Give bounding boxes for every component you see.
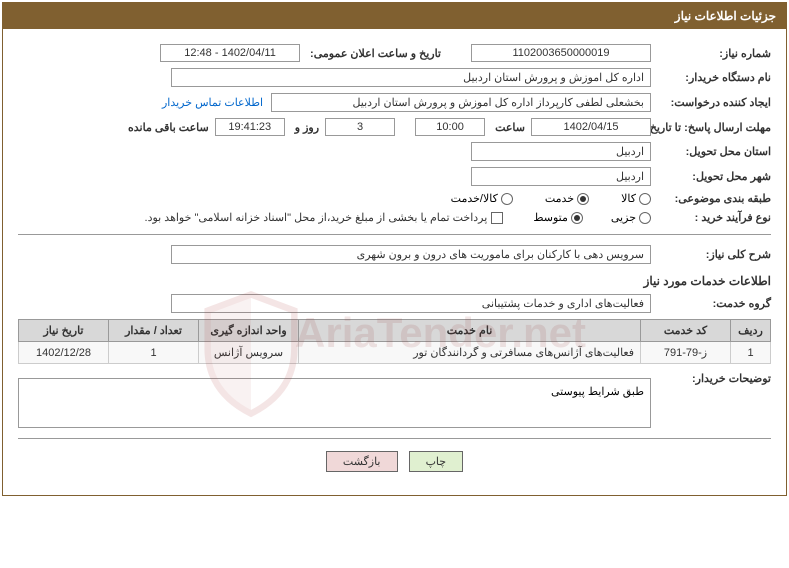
- td-row: 1: [731, 342, 771, 364]
- td-qty: 1: [109, 342, 199, 364]
- time-label: ساعت: [491, 121, 525, 134]
- buyer-org-value: اداره کل اموزش و پرورش استان اردبیل: [171, 68, 651, 87]
- purchase-type-label: نوع فرآیند خرید :: [651, 211, 771, 224]
- buyer-notes-label: توضیحات خریدار:: [651, 372, 771, 385]
- buyer-notes-box: طبق شرایط پیوستی: [18, 378, 651, 428]
- purchase-type-radio-group: جزیی متوسط: [533, 211, 651, 224]
- radio-icon: [501, 193, 513, 205]
- delivery-city-value: اردبیل: [471, 167, 651, 186]
- table-row: 1 ز-79-791 فعالیت‌های آژانس‌های مسافرتی …: [19, 342, 771, 364]
- deadline-label: مهلت ارسال پاسخ: تا تاریخ:: [651, 121, 771, 134]
- services-section-title: اطلاعات خدمات مورد نیاز: [18, 274, 771, 288]
- category-goods-service-label: کالا/خدمت: [451, 192, 498, 205]
- td-date: 1402/12/28: [19, 342, 109, 364]
- deadline-date-value: 1402/04/15: [531, 118, 651, 136]
- requester-value: بخشعلی لطفی کارپرداز اداره کل اموزش و پر…: [271, 93, 651, 112]
- radio-icon: [577, 193, 589, 205]
- th-name: نام خدمت: [299, 320, 641, 342]
- th-date: تاریخ نیاز: [19, 320, 109, 342]
- td-unit: سرویس آژانس: [199, 342, 299, 364]
- category-service-radio[interactable]: خدمت: [545, 192, 589, 205]
- buyer-org-label: نام دستگاه خریدار:: [651, 71, 771, 84]
- table-header-row: ردیف کد خدمت نام خدمت واحد اندازه گیری ت…: [19, 320, 771, 342]
- delivery-province-value: اردبیل: [471, 142, 651, 161]
- th-unit: واحد اندازه گیری: [199, 320, 299, 342]
- delivery-city-label: شهر محل تحویل:: [651, 170, 771, 183]
- need-number-value: 1102003650000019: [471, 44, 651, 62]
- service-group-label: گروه خدمت:: [651, 297, 771, 310]
- payment-checkbox[interactable]: [491, 212, 503, 224]
- th-code: کد خدمت: [641, 320, 731, 342]
- category-goods-radio[interactable]: کالا: [621, 192, 651, 205]
- hours-remaining-value: 19:41:23: [215, 118, 285, 136]
- remaining-label: ساعت باقی مانده: [124, 121, 209, 134]
- purchase-minor-label: جزیی: [611, 211, 636, 224]
- category-label: طبقه بندی موضوعی:: [651, 192, 771, 205]
- buyer-notes-text: طبق شرایط پیوستی: [551, 386, 644, 398]
- days-label: روز و: [291, 121, 319, 134]
- contact-link[interactable]: اطلاعات تماس خریدار: [162, 96, 263, 109]
- payment-note-text: پرداخت تمام یا بخشی از مبلغ خرید،از محل …: [145, 211, 488, 224]
- purchase-medium-radio[interactable]: متوسط: [533, 211, 583, 224]
- back-button[interactable]: بازگشت: [326, 451, 398, 472]
- td-code: ز-79-791: [641, 342, 731, 364]
- purchase-medium-label: متوسط: [533, 211, 568, 224]
- button-row: چاپ بازگشت: [18, 451, 771, 472]
- purchase-minor-radio[interactable]: جزیی: [611, 211, 651, 224]
- category-goods-label: کالا: [621, 192, 636, 205]
- category-service-label: خدمت: [545, 192, 574, 205]
- category-goods-service-radio[interactable]: کالا/خدمت: [451, 192, 513, 205]
- announce-datetime-label: تاریخ و ساعت اعلان عمومی:: [306, 47, 441, 60]
- radio-icon: [639, 193, 651, 205]
- need-desc-value: سرویس دهی با کارکنان برای ماموریت های در…: [171, 245, 651, 264]
- category-radio-group: کالا خدمت کالا/خدمت: [451, 192, 651, 205]
- page-title: جزئیات اطلاعات نیاز: [3, 3, 786, 29]
- th-row: ردیف: [731, 320, 771, 342]
- delivery-province-label: استان محل تحویل:: [651, 145, 771, 158]
- print-button[interactable]: چاپ: [409, 451, 464, 472]
- days-remaining-value: 3: [325, 118, 395, 136]
- radio-icon: [639, 212, 651, 224]
- need-desc-label: شرح کلی نیاز:: [651, 248, 771, 261]
- th-qty: تعداد / مقدار: [109, 320, 199, 342]
- need-number-label: شماره نیاز:: [651, 47, 771, 60]
- td-name: فعالیت‌های آژانس‌های مسافرتی و گردانندگا…: [299, 342, 641, 364]
- requester-label: ایجاد کننده درخواست:: [651, 96, 771, 109]
- radio-icon: [571, 212, 583, 224]
- announce-datetime-value: 1402/04/11 - 12:48: [160, 44, 300, 62]
- service-group-value: فعالیت‌های اداری و خدمات پشتیبانی: [171, 294, 651, 313]
- deadline-time-value: 10:00: [415, 118, 485, 136]
- services-table: ردیف کد خدمت نام خدمت واحد اندازه گیری ت…: [18, 319, 771, 364]
